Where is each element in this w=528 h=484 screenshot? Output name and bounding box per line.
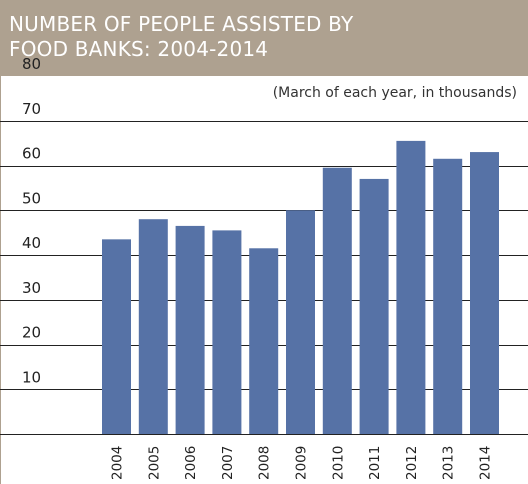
y-tick-label: 20 [22,324,41,342]
chart-title-line-1: NUMBER OF PEOPLE ASSISTED BY [9,12,354,36]
y-tick-label: 40 [22,234,41,252]
x-tick-label: 2011 [367,446,383,480]
x-tick-label: 2013 [441,446,457,480]
x-tick-label: 2008 [257,446,273,480]
x-tick-label: 2009 [294,446,310,480]
bar-2007 [212,230,242,434]
x-tick-label: 2014 [478,446,494,480]
chart-title-line-2: FOOD BANKS: 2004-2014 [9,37,269,61]
bar-2006 [175,225,205,434]
y-tick-label: 30 [22,279,41,297]
x-tick-label: 2007 [220,446,236,480]
x-tick-label: 2006 [183,446,199,480]
x-tick-label: 2012 [404,446,420,480]
x-tick-label: 2010 [330,446,346,480]
bar-2008 [249,248,279,434]
bar-2009 [286,210,315,434]
bar-2014 [470,152,499,434]
y-tick-label: 70 [22,100,41,118]
x-tick-label: 2004 [110,446,126,480]
bar-2004 [102,239,131,434]
bar-2010 [322,167,352,435]
bar-2005 [138,219,168,434]
x-tick-label: 2005 [146,446,162,480]
y-tick-label: 10 [22,368,41,386]
y-tick-label: 80 [22,55,41,73]
bar-2012 [396,140,426,434]
title-band: NUMBER OF PEOPLE ASSISTED BY FOOD BANKS:… [0,0,528,76]
bar-2013 [433,158,463,434]
y-tick-label: 60 [22,145,41,163]
y-tick-label: 50 [22,189,41,207]
bar-2011 [359,178,389,434]
chart-subtitle: (March of each year, in thousands) [273,85,517,101]
